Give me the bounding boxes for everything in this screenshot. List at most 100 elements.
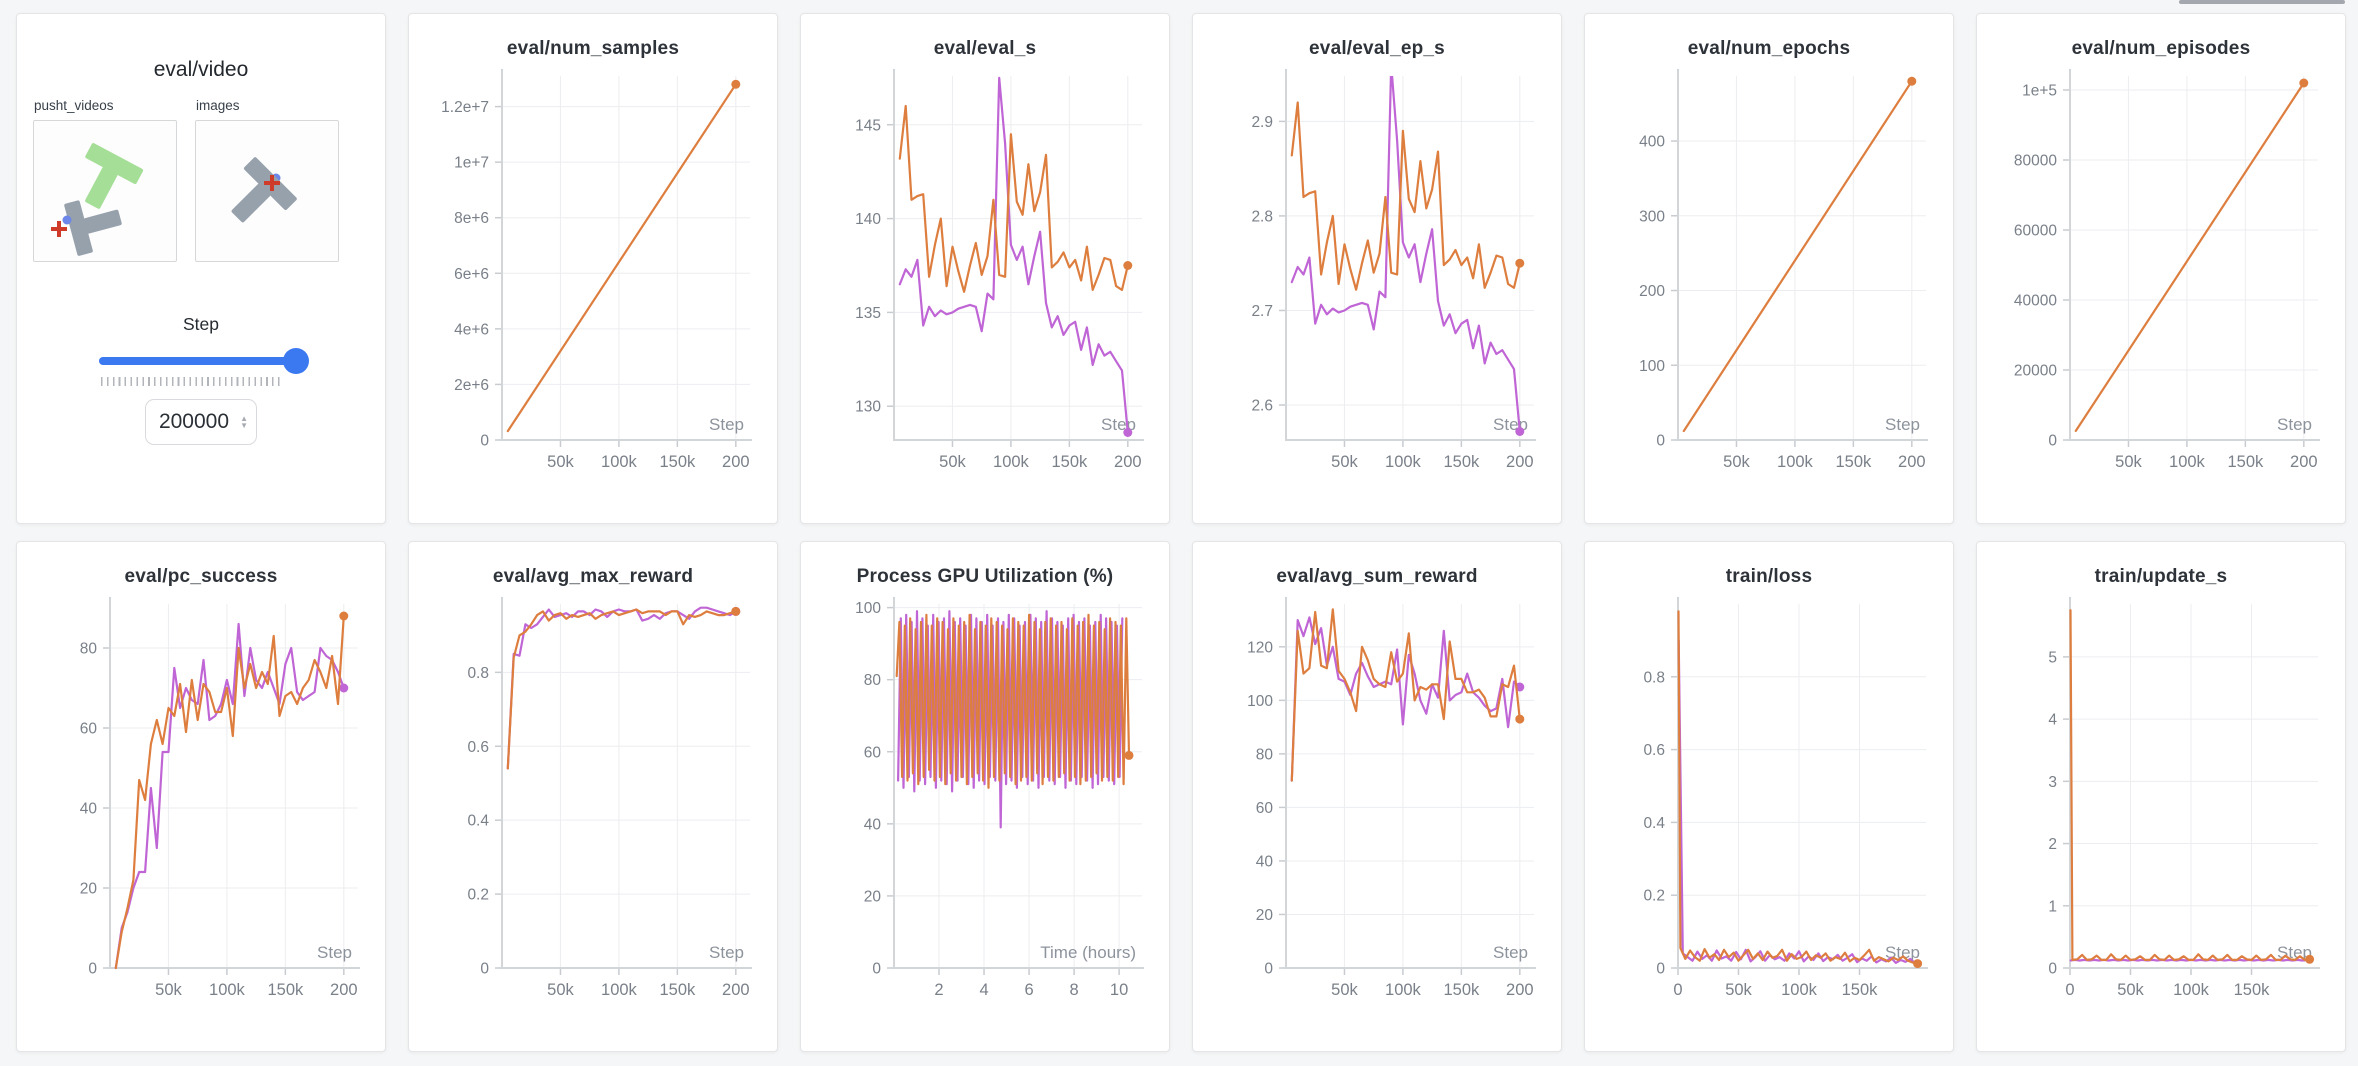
chart-title: eval/eval_ep_s bbox=[1309, 38, 1445, 59]
chart-eval-pc-success[interactable]: 50k 100k 150k 200 0 20 40 60 80 Step bbox=[18, 592, 384, 1022]
svg-text:Step: Step bbox=[2277, 415, 2312, 434]
svg-text:50k: 50k bbox=[2117, 981, 2144, 999]
svg-text:100k: 100k bbox=[209, 981, 246, 999]
svg-text:0.6: 0.6 bbox=[467, 739, 489, 756]
svg-text:Time (hours): Time (hours) bbox=[1040, 943, 1136, 962]
svg-text:20000: 20000 bbox=[2014, 363, 2057, 380]
agent-dot bbox=[62, 215, 72, 225]
svg-text:200: 200 bbox=[1898, 453, 1926, 471]
chart-eval-num-epochs[interactable]: 50k 100k 150k 200 0 100 200 300 400 Step bbox=[1586, 64, 1952, 494]
svg-text:0: 0 bbox=[480, 961, 489, 978]
svg-text:0.2: 0.2 bbox=[467, 887, 489, 904]
step-input[interactable] bbox=[145, 399, 257, 445]
chart-title: train/update_s bbox=[2094, 566, 2228, 587]
svg-text:3: 3 bbox=[2048, 774, 2057, 791]
svg-text:0: 0 bbox=[1656, 433, 1665, 450]
chart-title: train/loss bbox=[1725, 566, 1813, 587]
svg-text:150k: 150k bbox=[267, 981, 304, 999]
chart-title: eval/eval_s bbox=[933, 38, 1037, 59]
media-label: pusht_videos bbox=[34, 98, 114, 113]
chart-eval-num-samples[interactable]: 50k 100k 150k 200 0 2e+6 4e+6 6e+6 8e+6 1e+7 1.2e+… bbox=[410, 64, 776, 494]
svg-text:0: 0 bbox=[1264, 961, 1273, 978]
chart-title: eval/avg_max_reward bbox=[492, 566, 694, 587]
svg-text:200: 200 bbox=[1506, 981, 1534, 999]
svg-text:6: 6 bbox=[1024, 981, 1033, 999]
panel-eval-avg-sum-reward: eval/avg_sum_reward 50k 100k 150k 200 0 20 40 6… bbox=[1192, 541, 1562, 1052]
green-t-shape bbox=[85, 143, 144, 209]
svg-text:1e+7: 1e+7 bbox=[454, 155, 489, 172]
svg-text:80: 80 bbox=[1256, 746, 1274, 763]
panel-eval-avg-max-reward: eval/avg_max_reward 50k 100k 150k 200 0 0.2 0.… bbox=[408, 541, 778, 1052]
svg-text:0: 0 bbox=[1673, 981, 1682, 999]
panel-eval-num-samples: eval/num_samples 50k 100k 150k 200 0 2e+6 4e+6… bbox=[408, 13, 778, 524]
chart-eval-avg-sum-reward[interactable]: 50k 100k 150k 200 0 20 40 60 80 100 120 Step bbox=[1194, 592, 1560, 1022]
pusht-video-thumbnail[interactable] bbox=[33, 120, 177, 262]
svg-text:100k: 100k bbox=[601, 453, 638, 471]
svg-text:10: 10 bbox=[1110, 981, 1128, 999]
svg-text:80000: 80000 bbox=[2014, 153, 2057, 170]
svg-text:100: 100 bbox=[1247, 693, 1273, 710]
svg-text:0.2: 0.2 bbox=[1643, 888, 1665, 905]
svg-text:140: 140 bbox=[855, 211, 881, 228]
svg-text:150k: 150k bbox=[2227, 453, 2264, 471]
step-slider-thumb[interactable] bbox=[283, 348, 309, 374]
chart-title: eval/num_epochs bbox=[1687, 38, 1851, 59]
svg-text:150k: 150k bbox=[2234, 981, 2271, 999]
svg-text:200: 200 bbox=[722, 981, 750, 999]
chart-title: eval/avg_sum_reward bbox=[1276, 566, 1478, 587]
target-cross-icon bbox=[51, 221, 67, 237]
svg-text:6e+6: 6e+6 bbox=[454, 266, 489, 283]
svg-text:100k: 100k bbox=[2169, 453, 2206, 471]
panel-process-gpu-utilization: Process GPU Utilization (%) 2 4 6 8 10 0 20 40 6… bbox=[800, 541, 1170, 1052]
svg-text:0: 0 bbox=[2065, 981, 2074, 999]
svg-text:100k: 100k bbox=[993, 453, 1030, 471]
svg-text:4e+6: 4e+6 bbox=[454, 321, 489, 338]
media-row: pusht_videos images bbox=[17, 82, 385, 262]
panel-eval-num-episodes: eval/num_episodes 50k 100k 150k 200 0 20000 40… bbox=[1976, 13, 2346, 524]
svg-text:0.8: 0.8 bbox=[467, 665, 489, 682]
svg-text:20: 20 bbox=[1256, 907, 1274, 924]
svg-text:100k: 100k bbox=[1385, 453, 1422, 471]
step-slider-track[interactable] bbox=[99, 357, 303, 365]
media-label: images bbox=[196, 98, 240, 113]
svg-text:0.6: 0.6 bbox=[1643, 742, 1665, 759]
svg-text:0: 0 bbox=[1656, 961, 1665, 978]
svg-text:0: 0 bbox=[88, 961, 97, 978]
svg-text:4: 4 bbox=[979, 981, 988, 999]
svg-text:50k: 50k bbox=[547, 453, 574, 471]
svg-text:100k: 100k bbox=[1781, 981, 1818, 999]
images-thumbnail[interactable] bbox=[195, 120, 339, 262]
chart-eval-num-episodes[interactable]: 50k 100k 150k 200 0 20000 40000 60000 80000 1e+5 S… bbox=[1978, 64, 2344, 494]
svg-text:40: 40 bbox=[864, 816, 882, 833]
horizontal-scrollbar-thumb[interactable] bbox=[2179, 0, 2345, 4]
svg-text:40: 40 bbox=[1256, 853, 1274, 870]
svg-text:40: 40 bbox=[80, 801, 98, 818]
svg-text:2.9: 2.9 bbox=[1251, 114, 1273, 131]
svg-text:150k: 150k bbox=[1051, 453, 1088, 471]
step-slider[interactable] bbox=[99, 348, 309, 374]
gray-t-shape bbox=[231, 157, 297, 223]
svg-text:Step: Step bbox=[1885, 415, 1920, 434]
svg-text:150k: 150k bbox=[1443, 981, 1480, 999]
step-control: Step ▲▼ bbox=[17, 314, 385, 445]
svg-text:0.4: 0.4 bbox=[1643, 815, 1665, 832]
svg-text:80: 80 bbox=[864, 672, 882, 689]
svg-text:0: 0 bbox=[872, 961, 881, 978]
svg-text:1.2e+7: 1.2e+7 bbox=[441, 99, 489, 116]
svg-text:0.4: 0.4 bbox=[467, 813, 489, 830]
chart-eval-avg-max-reward[interactable]: 50k 100k 150k 200 0 0.2 0.4 0.6 0.8 Step bbox=[410, 592, 776, 1022]
svg-text:40000: 40000 bbox=[2014, 293, 2057, 310]
svg-text:0: 0 bbox=[2048, 433, 2057, 450]
svg-text:Step: Step bbox=[709, 415, 744, 434]
stepper-arrows-icon[interactable]: ▲ ▼ bbox=[240, 414, 248, 430]
panel-eval-num-epochs: eval/num_epochs 50k 100k 150k 200 0 100 200 300… bbox=[1584, 13, 1954, 524]
svg-text:60000: 60000 bbox=[2014, 223, 2057, 240]
svg-text:20: 20 bbox=[80, 881, 98, 898]
svg-text:50k: 50k bbox=[1331, 981, 1358, 999]
chart-title: eval/num_episodes bbox=[2071, 38, 2251, 59]
